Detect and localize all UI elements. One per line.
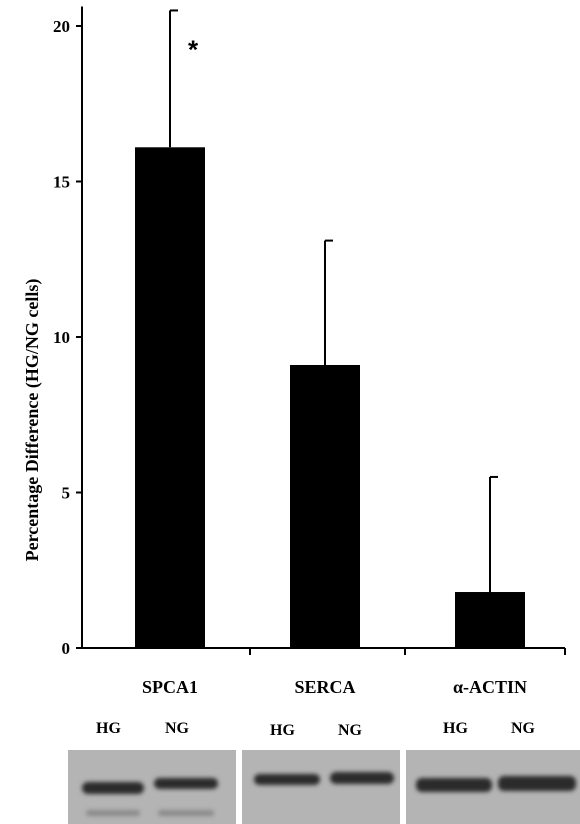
annotations: * [188, 34, 199, 64]
y-tick-label: 20 [53, 17, 70, 36]
blot-band-faint [158, 810, 214, 816]
x-tick-label: α-ACTIN [453, 677, 527, 697]
blot-band [254, 774, 320, 785]
blot-band [416, 778, 492, 792]
blot-band [498, 776, 576, 791]
blot-panel-actin [406, 750, 580, 824]
y-ticks: 0 5 10 15 20 [53, 17, 82, 658]
y-tick-label: 5 [62, 484, 71, 503]
blot-lane-label-serca-hg: HG [270, 722, 295, 739]
y-tick-label: 15 [53, 173, 70, 192]
bar-3 [455, 592, 525, 648]
blot-band [82, 782, 144, 794]
blot-panel-serca [242, 750, 400, 824]
blot-band [154, 778, 218, 789]
blot-lane-label-serca-ng: NG [338, 722, 362, 739]
bar-1 [135, 147, 205, 649]
blot-lane-label-actin-hg: HG [443, 720, 468, 737]
y-axis-label: Percentage Difference (HG/NG cells) [22, 279, 43, 562]
bar-2 [290, 364, 360, 648]
x-tick-label: SPCA1 [142, 677, 198, 697]
x-tick-label: SERCA [294, 677, 355, 697]
error-bars [169, 9, 498, 593]
bars [135, 147, 525, 649]
y-tick-label: 0 [62, 639, 71, 658]
y-tick-label: 10 [53, 328, 70, 347]
x-tick-labels: SPCA1 SERCA α-ACTIN [142, 677, 527, 697]
blot-lane-label-actin-ng: NG [511, 720, 535, 737]
significance-asterisk: * [188, 34, 199, 64]
blot-lane-label-spca1-ng: NG [165, 720, 189, 737]
blot-lane-label-spca1-hg: HG [96, 720, 121, 737]
blot-band [330, 772, 394, 784]
blot-band-faint [86, 810, 140, 816]
bar-chart: Percentage Difference (HG/NG cells) 0 5 10… [22, 6, 566, 697]
blot-panel-spca1 [68, 750, 236, 824]
